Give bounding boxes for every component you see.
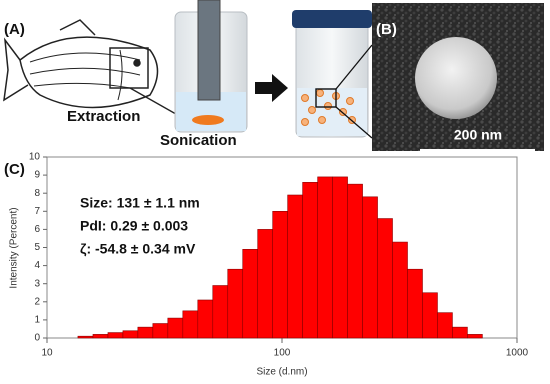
step-label: Sonication (160, 132, 237, 149)
panel-label: (B) (376, 21, 397, 38)
bar (287, 194, 303, 339)
x-tick-label: 10 (41, 348, 53, 359)
jar (292, 10, 372, 138)
connector (335, 44, 373, 90)
highlight-box (109, 47, 149, 89)
bar (257, 229, 273, 339)
step-label: Extraction (67, 108, 140, 125)
bar (182, 310, 199, 339)
bar (242, 249, 259, 339)
panel-label: (C) (4, 161, 25, 178)
bar (122, 330, 139, 339)
bar (347, 183, 363, 339)
y-tick-label: 8 (34, 188, 40, 199)
bar (107, 332, 124, 339)
bar (332, 176, 348, 339)
bar (92, 334, 109, 339)
bar (227, 268, 244, 339)
y-tick-label: 7 (34, 206, 40, 217)
bar (212, 285, 229, 339)
panel-label: (A) (4, 21, 25, 38)
y-tick-label: 9 (34, 170, 40, 181)
x-tick-label: 100 (274, 348, 291, 359)
bar (167, 317, 184, 339)
annotation: ζ: -54.8 ± 0.34 mV (80, 241, 196, 257)
bar (152, 323, 169, 339)
tem-image (372, 3, 544, 151)
bar (362, 196, 378, 339)
fish (3, 19, 159, 109)
beaker (174, 0, 248, 133)
y-tick-label: 3 (34, 278, 40, 289)
bar (77, 335, 94, 339)
bar (452, 326, 468, 339)
y-tick-label: 2 (34, 296, 40, 307)
x-axis-title: Size (d.nm) (256, 367, 307, 378)
bar (377, 218, 393, 339)
y-tick-label: 10 (29, 152, 41, 163)
connector (335, 106, 373, 139)
bar (407, 268, 423, 339)
arrow (255, 74, 288, 102)
bar (317, 176, 333, 339)
bar (137, 326, 154, 339)
scale-bar-label: 200 nm (454, 127, 502, 143)
y-tick-label: 4 (34, 260, 40, 271)
annotation: Size: 131 ± 1.1 nm (80, 195, 200, 211)
y-axis-title: Intensity (Percent) (9, 207, 20, 288)
bar (272, 211, 288, 339)
bar (422, 292, 438, 339)
y-tick-label: 0 (34, 333, 40, 344)
x-tick-label: 1000 (506, 348, 529, 359)
y-tick-label: 1 (34, 315, 40, 326)
bar (392, 241, 408, 339)
annotation: PdI: 0.29 ± 0.003 (80, 218, 188, 234)
bar (467, 334, 483, 339)
y-tick-label: 6 (34, 224, 40, 235)
bar (302, 182, 318, 339)
y-tick-label: 5 (34, 242, 40, 253)
bar (197, 299, 214, 339)
bar (437, 312, 453, 339)
